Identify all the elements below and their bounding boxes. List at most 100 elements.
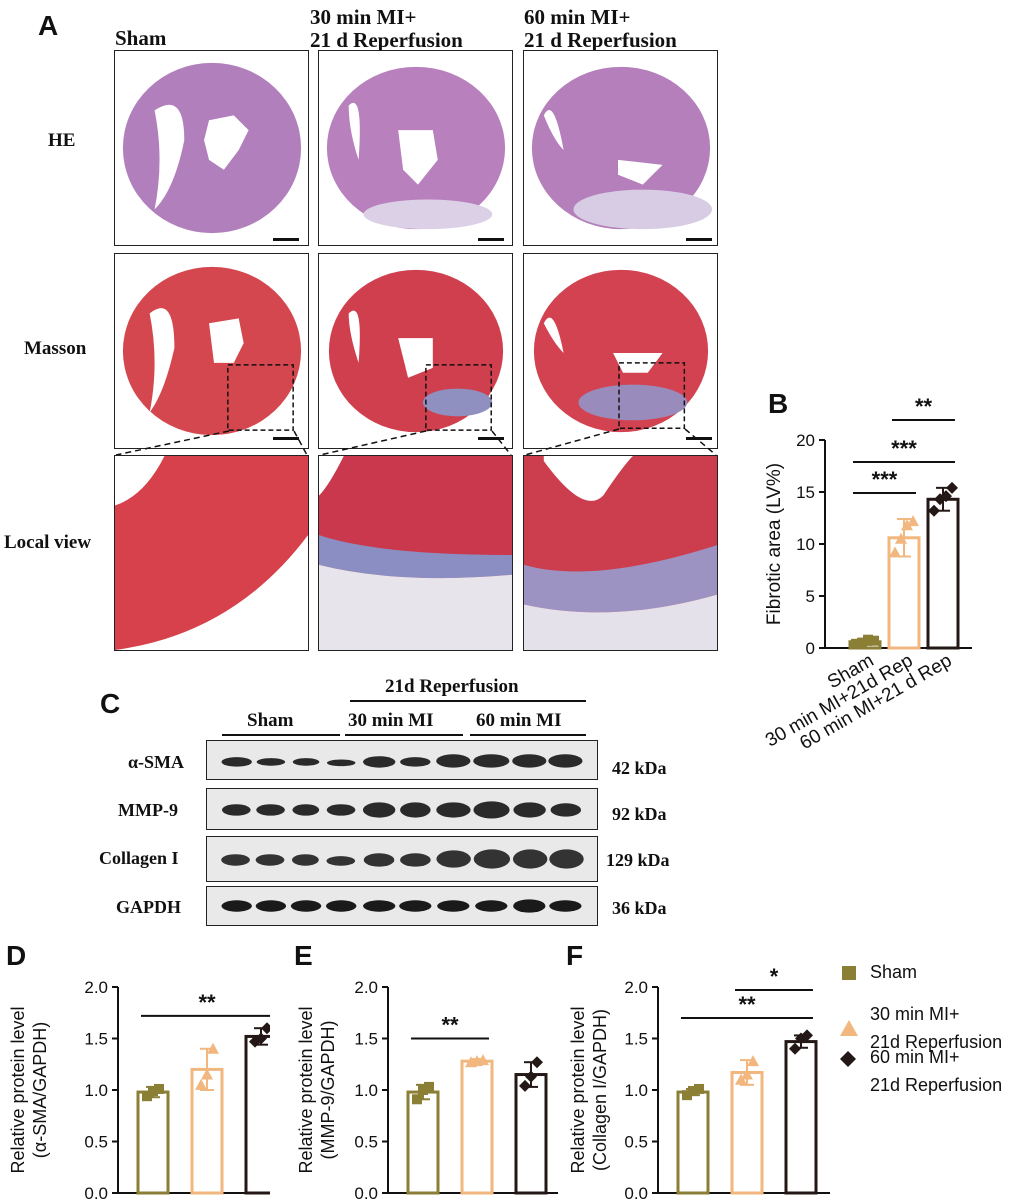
data-point: [735, 1073, 747, 1085]
local-view-30min-image: [318, 455, 513, 651]
significance-label: *: [770, 964, 779, 989]
protein-label-mmp9: MMP-9: [118, 800, 178, 820]
data-point: [789, 1042, 801, 1055]
bar: [730, 1070, 764, 1195]
scale-bar: [478, 437, 504, 440]
scale-bar: [273, 437, 299, 440]
data-point: [694, 1083, 704, 1094]
lane-group-sham-line: [222, 734, 340, 736]
legend-label-60min: 60 min MI+ 21d Reperfusion: [870, 1043, 1002, 1099]
data-point: [142, 1091, 152, 1102]
data-point: [682, 1090, 692, 1101]
data-point: [907, 515, 919, 527]
blot-strip-asma: [206, 740, 598, 780]
bar: [406, 1090, 440, 1195]
chart-mmp9: 0.0 0.5 1.0 1.5 2.0 Relative protein level (MM…: [296, 978, 558, 1202]
panel-a-letter: A: [38, 10, 59, 41]
data-point: [946, 481, 958, 494]
data-point: [869, 635, 879, 646]
data-point: [207, 1042, 219, 1054]
column-header-60min-line1: 60 min MI+: [524, 5, 631, 29]
blot-strip-mmp9: [206, 788, 598, 830]
panel-e-letter: E: [294, 940, 313, 971]
data-point: [940, 490, 952, 503]
data-point: [851, 638, 861, 649]
legend-label-60min-line1: 60 min MI+: [870, 1047, 960, 1067]
panel-b-letter: B: [768, 388, 789, 419]
y-axis-label: (MMP-9/GAPDH): [318, 1021, 338, 1160]
lane-group-sham: Sham: [247, 710, 294, 731]
kda-label-mmp9: 92 kDa: [612, 804, 667, 824]
y-tick-label: 2.0: [354, 978, 378, 997]
data-point: [531, 1056, 543, 1069]
he-60min-image: [523, 50, 718, 246]
data-point: [195, 1078, 207, 1090]
significance-label: **: [915, 394, 933, 419]
y-axis-label: Relative protein level: [8, 1006, 28, 1173]
scale-bar: [273, 238, 299, 241]
legend-square-icon: [842, 966, 856, 980]
column-header-60min: 60 min MI+ 21 d Reperfusion: [524, 6, 677, 52]
data-point: [154, 1083, 164, 1094]
significance-label: ***: [872, 467, 898, 492]
y-axis-label: (α-SMA/GAPDH): [30, 1022, 50, 1158]
y-tick-label: 10: [796, 535, 815, 554]
bar: [244, 1034, 270, 1195]
data-point: [741, 1068, 753, 1080]
column-header-30min-line1: 30 min MI+: [310, 5, 417, 29]
column-header-sham: Sham: [115, 26, 167, 50]
panel-c-letter: C: [100, 688, 121, 719]
legend-label-60min-line2: 21d Reperfusion: [870, 1075, 1003, 1095]
bar: [676, 1090, 710, 1195]
panel-d-letter: D: [6, 940, 27, 971]
column-header-30min-line2: 21 d Reperfusion: [310, 28, 463, 52]
y-tick-label: 15: [796, 483, 815, 502]
kda-label-collagen: 129 kDa: [606, 850, 670, 870]
y-tick-label: 2.0: [624, 978, 648, 997]
bar: [784, 1040, 818, 1195]
data-point: [261, 1022, 270, 1035]
kda-label-gapdh: 36 kDa: [612, 898, 667, 918]
y-tick-label: 0.5: [84, 1133, 108, 1152]
data-point: [255, 1032, 267, 1045]
y-axis-label: Relative protein level: [568, 1006, 588, 1173]
bar: [136, 1090, 170, 1195]
local-view-60min-image: [523, 455, 718, 651]
data-point: [688, 1086, 698, 1097]
blot-strip-gapdh: [206, 886, 598, 926]
lane-group-60min-line: [470, 734, 586, 736]
legend-diamond-icon: [840, 1051, 856, 1067]
local-view-sham-image: [114, 455, 309, 651]
he-sham-image: [114, 50, 309, 246]
data-point: [201, 1068, 213, 1080]
kda-label-asma: 42 kDa: [612, 758, 667, 778]
y-tick-label: 0.0: [354, 1184, 378, 1202]
he-30min-image: [318, 50, 513, 246]
legend-label-30min-line2: 21d Reperfusion: [870, 1032, 1003, 1052]
y-tick-label: 0.5: [354, 1133, 378, 1152]
data-point: [525, 1070, 537, 1083]
panel-f-letter: F: [566, 940, 584, 971]
bar: [514, 1073, 548, 1195]
data-point: [747, 1055, 759, 1067]
masson-30min-image: [318, 253, 513, 449]
data-point: [477, 1054, 489, 1066]
scale-bar: [686, 238, 712, 241]
protein-label-asma: α-SMA: [128, 752, 185, 772]
significance-label: **: [198, 990, 216, 1015]
significance-label: **: [738, 992, 756, 1017]
data-point: [148, 1086, 158, 1097]
legend-label-30min-line1: 30 min MI+: [870, 1004, 960, 1024]
blot-group-header: 21d Reperfusion: [385, 676, 519, 697]
y-tick-label: 0.0: [624, 1184, 648, 1202]
y-tick-label: 1.5: [354, 1030, 378, 1049]
lane-group-30min-line: [345, 734, 463, 736]
y-tick-label: 1.5: [624, 1030, 648, 1049]
data-point: [895, 532, 907, 544]
data-point: [901, 519, 913, 531]
legend-label-sham: Sham: [870, 962, 918, 982]
data-point: [863, 634, 873, 645]
scale-bar: [686, 437, 712, 440]
row-label-local-view: Local view: [4, 532, 92, 553]
data-point: [889, 546, 901, 558]
